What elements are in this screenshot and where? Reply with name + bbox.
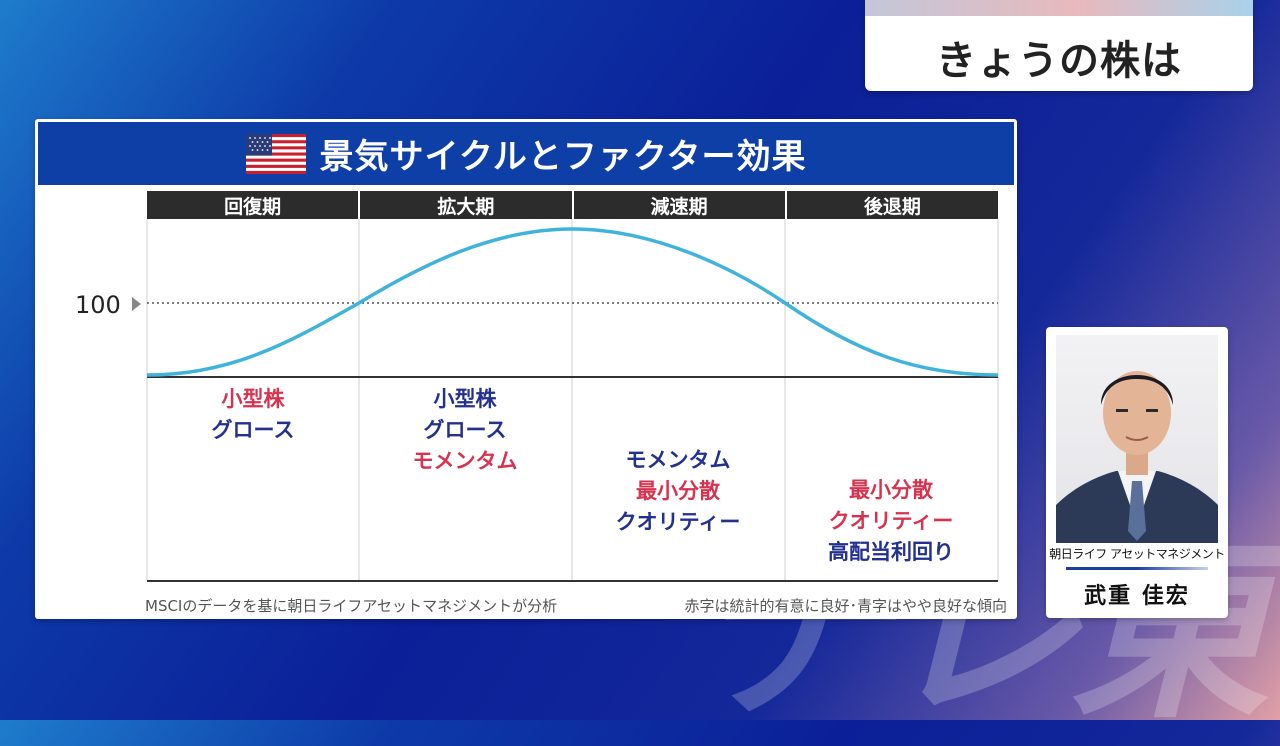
factor-item: クオリティー: [615, 510, 741, 534]
commentator-card: 朝日ライフ アセットマネジメント 武重 佳宏: [1046, 327, 1228, 618]
phase-header-bar: 回復期 拡大期 減速期 後退期: [147, 191, 998, 219]
factor-item: グロース: [211, 418, 295, 442]
us-flag-icon: [245, 133, 306, 174]
cycle-curve: [146, 227, 999, 377]
factor-item: 最小分散: [636, 479, 720, 503]
factor-item: モメンタム: [412, 449, 518, 473]
factor-item: 小型株: [433, 387, 497, 411]
commentator-name: 武重 佳宏: [1084, 584, 1190, 609]
person-portrait-icon: [1056, 371, 1218, 543]
panel-header: 景気サイクルとファクター効果: [38, 122, 1014, 185]
company-underline: [1066, 567, 1208, 570]
panel-title: 景気サイクルとファクター効果: [319, 137, 807, 177]
program-title: きょうの株は: [936, 38, 1182, 84]
business-cycle-panel: 景気サイクルとファクター効果 回復期 拡大期 減速期 後退期 100 小型株 グ…: [35, 119, 1017, 619]
factor-list-expansion: 小型株 グロース モメンタム: [359, 384, 571, 477]
legend-note: 赤字は統計的有意に良好･青字はやや良好な傾向: [684, 597, 1007, 615]
factor-item: 小型株: [221, 387, 285, 411]
phase-expansion: 拡大期: [358, 191, 571, 219]
factor-item: 最小分散: [849, 478, 933, 502]
factor-item: モメンタム: [625, 448, 731, 472]
phase-recovery: 回復期: [224, 195, 282, 218]
commentator-company: 朝日ライフ アセットマネジメント: [1049, 547, 1225, 561]
factor-item: 高配当利回り: [828, 540, 954, 564]
reference-arrow-icon: [132, 297, 141, 311]
reference-label-100: 100: [75, 291, 121, 319]
program-title-box: きょうの株は: [865, 0, 1253, 91]
factor-item: クオリティー: [828, 509, 954, 533]
factor-item: グロース: [423, 418, 507, 442]
phase-recession: 後退期: [784, 191, 998, 219]
program-title-stripe: [865, 0, 1253, 16]
factor-list-recovery: 小型株 グロース: [147, 384, 359, 446]
factor-list-recession: 最小分散 クオリティー 高配当利回り: [785, 475, 997, 568]
commentator-photo: [1056, 335, 1218, 543]
phase-slowdown: 減速期: [571, 191, 785, 219]
source-note: MSCIのデータを基に朝日ライフアセットマネジメントが分析: [145, 597, 558, 615]
business-cycle-diagram: [146, 219, 999, 582]
factor-list-slowdown: モメンタム 最小分散 クオリティー: [572, 445, 784, 538]
